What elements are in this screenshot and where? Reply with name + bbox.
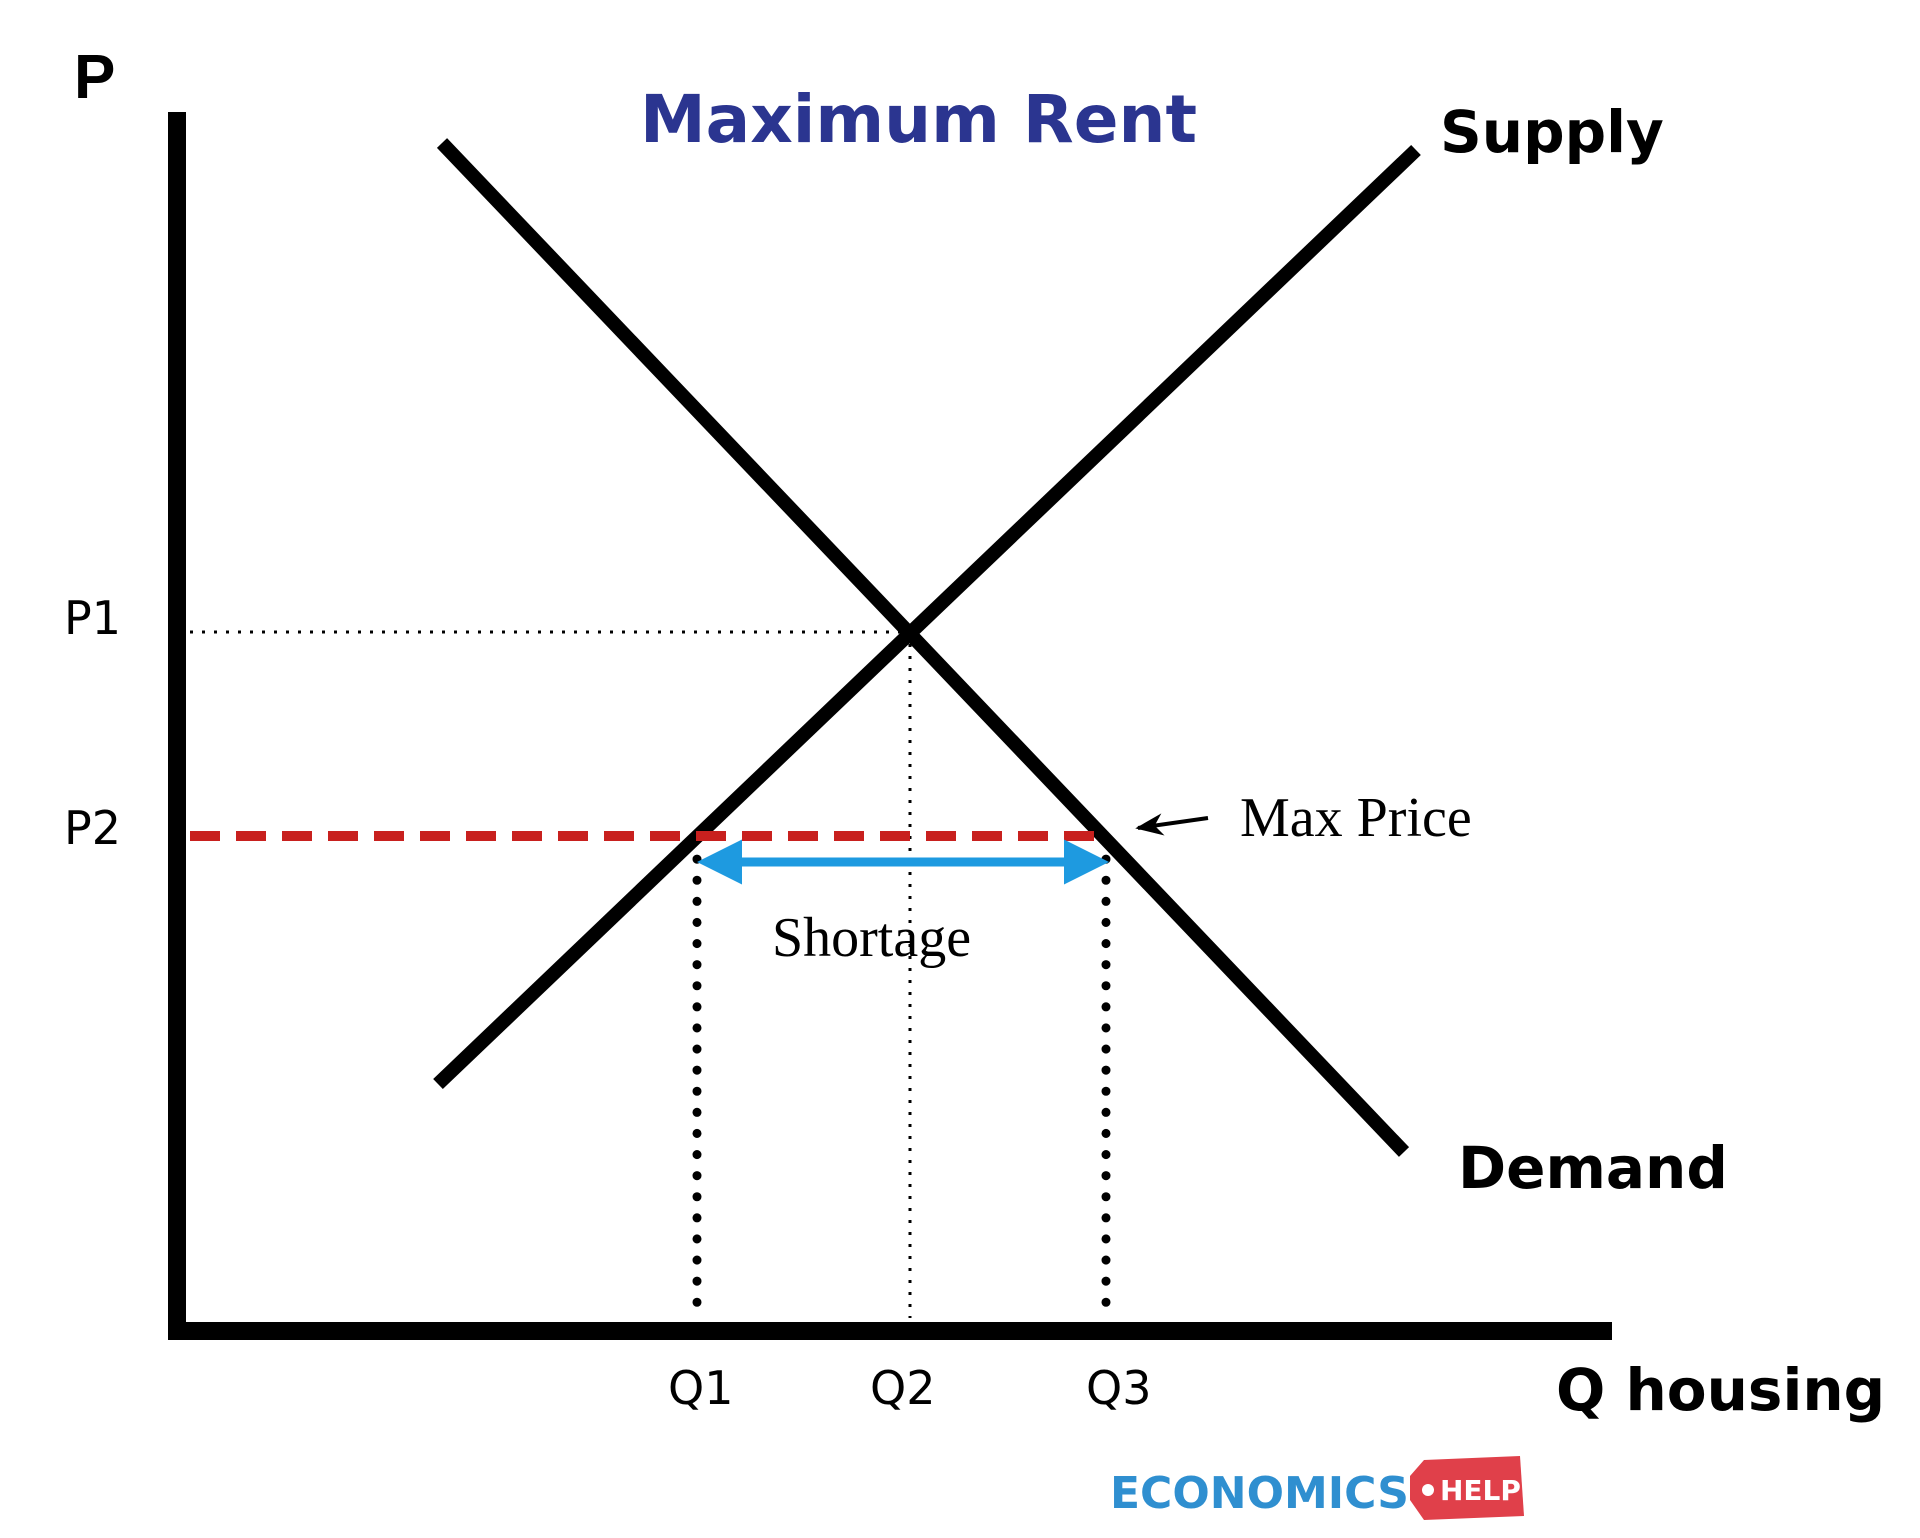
economics-help-logo: ECONOMICS HELP <box>1110 1456 1524 1520</box>
demand-curve <box>436 138 1410 1157</box>
shortage-label: Shortage <box>772 907 971 969</box>
x-axis-label: Q housing <box>1556 1356 1885 1424</box>
diagram-title: Maximum Rent <box>640 81 1197 158</box>
logo-text: ECONOMICS <box>1110 1468 1409 1519</box>
y-axis-label: P <box>74 43 115 112</box>
max-price-label: Max Price <box>1240 787 1472 849</box>
q2-label: Q2 <box>870 1361 935 1415</box>
p2-label: P2 <box>64 801 121 855</box>
p1-label: P1 <box>64 591 121 645</box>
logo-tag-hole <box>1422 1484 1434 1496</box>
supply-label: Supply <box>1440 98 1664 166</box>
max-price-pointer-arrow <box>1135 813 1209 836</box>
q3-label: Q3 <box>1086 1361 1151 1415</box>
supply-curve <box>433 144 1421 1090</box>
logo-tag-text: HELP <box>1440 1474 1521 1507</box>
demand-label: Demand <box>1458 1134 1728 1202</box>
q1-label: Q1 <box>668 1361 733 1415</box>
logo-tag-shape <box>1410 1456 1524 1520</box>
